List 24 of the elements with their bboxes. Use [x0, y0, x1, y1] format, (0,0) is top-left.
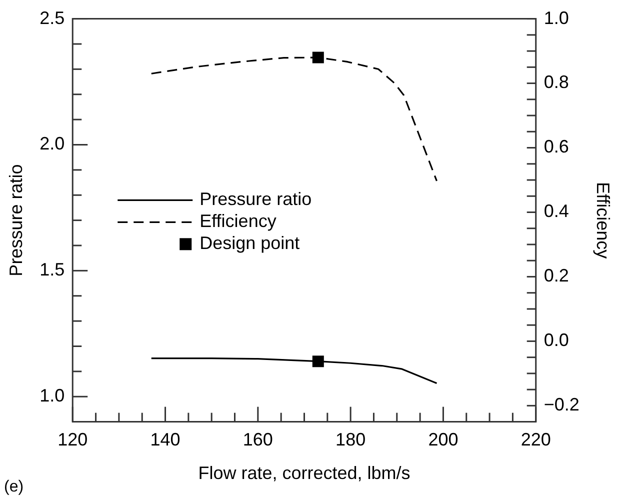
x-axis-title: Flow rate, corrected, lbm/s — [198, 463, 410, 484]
y-axis-title: Pressure ratio — [6, 164, 26, 276]
y-tick-label: 1.0 — [40, 386, 65, 406]
y2-tick-label: 1.0 — [544, 8, 569, 28]
y2-tick-label: 0.2 — [544, 266, 569, 286]
legend-label: Efficiency — [200, 211, 276, 232]
y-tick-label: 2.0 — [40, 134, 65, 154]
x-tick-label: 160 — [242, 430, 273, 450]
y2-tick-label: 0.6 — [544, 136, 569, 157]
legend-label: Design point — [200, 233, 300, 254]
y-tick-label: 1.5 — [40, 260, 65, 280]
x-tick-label: 200 — [428, 430, 458, 450]
y2-tick-label: −0.2 — [544, 394, 580, 415]
y2-tick-label: 0.0 — [544, 330, 569, 350]
x-tick-label: 120 — [58, 430, 88, 450]
y2-tick-label: 0.4 — [544, 201, 569, 222]
x-tick-label: 140 — [150, 430, 180, 450]
y2-axis-title: Efficiency — [593, 182, 614, 259]
y-tick-label: 2.5 — [40, 8, 65, 28]
x-tick-label: 220 — [520, 430, 551, 450]
text: (e) — [4, 478, 24, 496]
legend-label: Pressure ratio — [200, 189, 312, 210]
x-tick-label: 180 — [336, 430, 366, 450]
y2-tick-label: 0.8 — [544, 72, 569, 92]
